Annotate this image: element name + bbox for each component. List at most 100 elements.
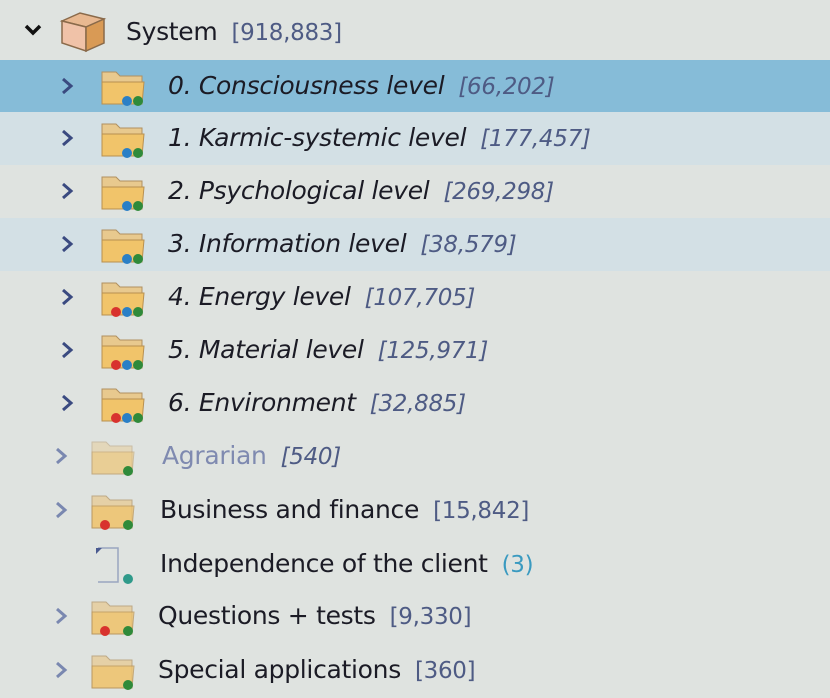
folder-icon xyxy=(98,171,150,213)
node-count: [32,885] xyxy=(369,391,466,417)
status-dot xyxy=(100,626,110,636)
tree-node[interactable]: Agrarian [540] xyxy=(0,430,830,483)
status-dot xyxy=(100,520,110,530)
node-name: System xyxy=(126,17,218,46)
status-dot xyxy=(123,680,133,690)
tree-node-label: 3. Information level [38,579] xyxy=(168,229,517,258)
tree-node-label: 2. Psychological level [269,298] xyxy=(168,176,554,205)
tree-node-label: 4. Energy level [107,705] xyxy=(168,282,475,311)
status-dot xyxy=(111,413,121,423)
node-count: [269,298] xyxy=(443,179,554,205)
node-name: Agrarian xyxy=(162,441,267,470)
chevron-right-icon[interactable] xyxy=(52,607,70,625)
chevron-right-icon[interactable] xyxy=(58,235,76,253)
chevron-right-icon[interactable] xyxy=(58,394,76,412)
document-icon xyxy=(88,544,140,586)
folder-icon xyxy=(98,224,150,266)
node-name: 5. Material level xyxy=(168,335,364,364)
tree-node[interactable]: Questions + tests [9,330] xyxy=(0,590,830,643)
tree-node[interactable]: 1. Karmic-systemic level [177,457] xyxy=(0,112,830,165)
status-dot xyxy=(123,574,133,584)
tree-node-label: Independence of the client (3) xyxy=(160,549,534,578)
chevron-down-icon[interactable] xyxy=(24,21,42,39)
node-count: [9,330] xyxy=(389,604,472,630)
node-count: [125,971] xyxy=(377,338,489,364)
folder-icon xyxy=(98,118,150,160)
node-name: Business and finance xyxy=(160,495,420,524)
status-dot xyxy=(122,96,132,106)
tree-node[interactable]: 4. Energy level [107,705] xyxy=(0,271,830,324)
node-count: [15,842] xyxy=(433,498,530,524)
node-count: [107,705] xyxy=(364,285,476,311)
node-count: [38,579] xyxy=(420,232,517,258)
status-dot xyxy=(133,96,143,106)
status-dot xyxy=(133,307,143,317)
status-dot xyxy=(133,254,143,264)
tree-node-label: 6. Environment [32,885] xyxy=(168,388,466,417)
status-dot xyxy=(123,466,133,476)
tree-node-label: Questions + tests [9,330] xyxy=(158,601,472,630)
tree-node-label: System [918,883] xyxy=(126,17,342,46)
tree-node-label: 1. Karmic-systemic level [177,457] xyxy=(168,123,591,152)
tree-node[interactable]: Business and finance [15,842] xyxy=(0,484,830,537)
chevron-right-icon[interactable] xyxy=(52,661,70,679)
folder-icon xyxy=(88,596,140,638)
status-dot xyxy=(122,307,132,317)
status-dot xyxy=(122,360,132,370)
node-count: (3) xyxy=(501,552,534,578)
chevron-right-icon[interactable] xyxy=(58,341,76,359)
chevron-right-icon[interactable] xyxy=(58,288,76,306)
status-dot xyxy=(122,413,132,423)
status-dot xyxy=(133,360,143,370)
cube-icon xyxy=(58,9,110,53)
node-count: [540] xyxy=(280,444,342,470)
tree-node-label: Special applications [360] xyxy=(158,655,476,684)
chevron-right-icon[interactable] xyxy=(52,447,70,465)
tree-node-label: Agrarian [540] xyxy=(162,441,341,470)
node-name: Questions + tests xyxy=(158,601,376,630)
folder-icon xyxy=(88,436,140,478)
node-name: 1. Karmic-systemic level xyxy=(168,123,467,152)
tree-node[interactable]: Independence of the client (3) xyxy=(0,538,830,591)
node-name: Independence of the client xyxy=(160,549,488,578)
status-dot xyxy=(133,148,143,158)
tree-node-system[interactable]: System [918,883] xyxy=(0,5,830,58)
node-name: 0. Consciousness level xyxy=(168,71,445,100)
node-count: [360] xyxy=(414,658,476,684)
tree-node[interactable]: 6. Environment [32,885] xyxy=(0,377,830,430)
node-name: 2. Psychological level xyxy=(168,176,430,205)
node-name: 6. Environment xyxy=(168,388,356,417)
folder-icon xyxy=(88,490,140,532)
tree-node[interactable]: 3. Information level [38,579] xyxy=(0,218,830,271)
chevron-right-icon[interactable] xyxy=(58,182,76,200)
status-dot xyxy=(122,201,132,211)
node-count: [177,457] xyxy=(480,126,591,152)
tree-node[interactable]: 5. Material level [125,971] xyxy=(0,324,830,377)
node-name: 3. Information level xyxy=(168,229,407,258)
folder-icon xyxy=(98,277,150,319)
chevron-right-icon[interactable] xyxy=(58,129,76,147)
node-count: [66,202] xyxy=(458,74,555,100)
node-name: 4. Energy level xyxy=(168,282,351,311)
status-dot xyxy=(133,413,143,423)
status-dot xyxy=(123,626,133,636)
chevron-right-icon[interactable] xyxy=(58,77,76,95)
status-dot xyxy=(123,520,133,530)
tree-node-label: 0. Consciousness level [66,202] xyxy=(168,71,555,100)
tree-node[interactable]: Special applications [360] xyxy=(0,644,830,697)
status-dot xyxy=(122,148,132,158)
tree-node[interactable]: 0. Consciousness level [66,202] xyxy=(0,60,830,113)
status-dot xyxy=(111,360,121,370)
node-count: [918,883] xyxy=(231,20,342,46)
node-name: Special applications xyxy=(158,655,401,684)
status-dot xyxy=(122,254,132,264)
tree-node[interactable]: 2. Psychological level [269,298] xyxy=(0,165,830,218)
status-dot xyxy=(133,201,143,211)
tree-node-label: 5. Material level [125,971] xyxy=(168,335,488,364)
tree-node-label: Business and finance [15,842] xyxy=(160,495,529,524)
chevron-right-icon[interactable] xyxy=(52,501,70,519)
folder-icon xyxy=(88,650,140,692)
folder-icon xyxy=(98,383,150,425)
status-dot xyxy=(111,307,121,317)
